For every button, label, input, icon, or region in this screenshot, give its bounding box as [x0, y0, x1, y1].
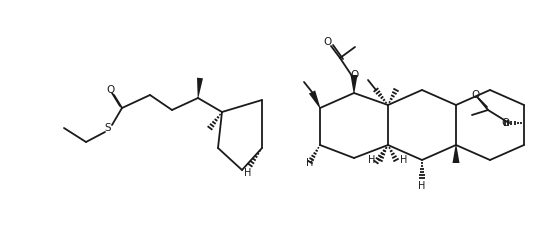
Text: H: H: [368, 155, 376, 165]
Text: H: H: [306, 158, 314, 168]
Text: O: O: [471, 90, 479, 100]
Text: O: O: [323, 37, 331, 47]
Text: O: O: [501, 118, 509, 128]
Text: H: H: [244, 168, 252, 178]
Text: O: O: [106, 85, 114, 95]
Text: O: O: [350, 70, 358, 80]
Text: H: H: [418, 181, 426, 191]
Polygon shape: [309, 90, 320, 108]
Polygon shape: [453, 145, 460, 163]
Text: H: H: [400, 155, 407, 165]
Polygon shape: [350, 75, 357, 93]
Polygon shape: [197, 78, 203, 98]
Text: S: S: [105, 123, 112, 133]
